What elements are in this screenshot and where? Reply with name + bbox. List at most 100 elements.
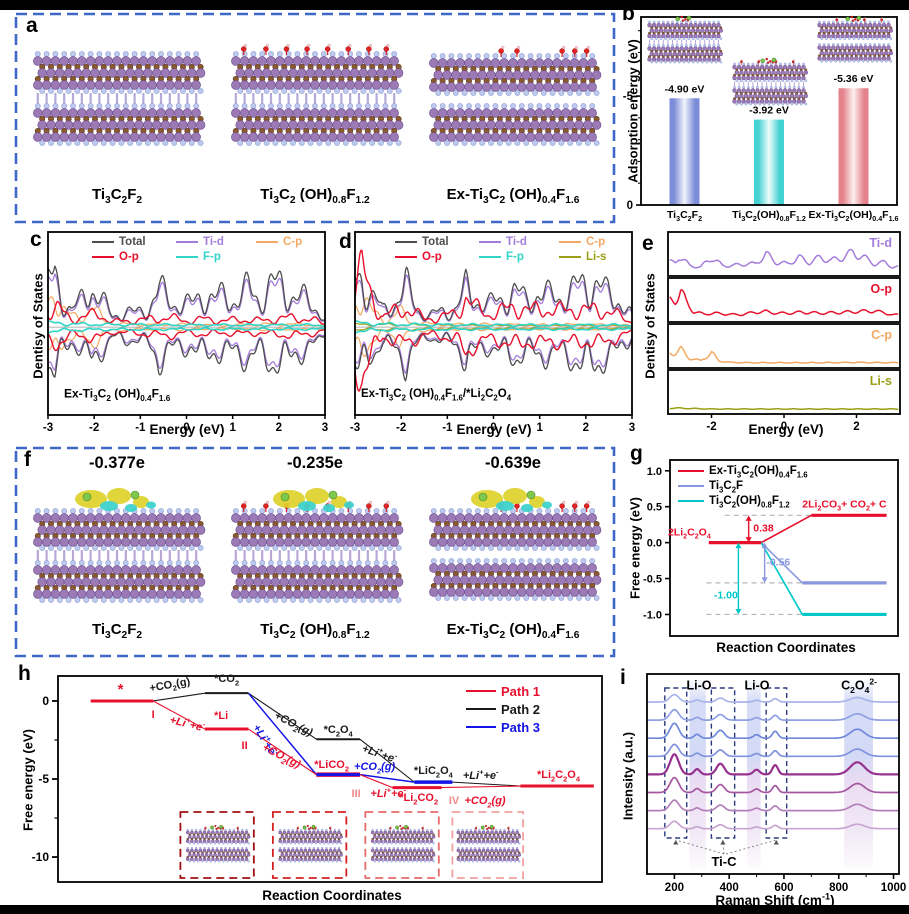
atom [257,537,267,547]
legend-label: Ti-d [203,235,224,248]
atom [818,43,821,46]
atom [430,508,437,514]
atom [358,68,369,78]
atom [393,68,404,78]
atom [231,80,241,90]
atom [61,51,68,57]
raman-spectrum-4 [647,743,899,758]
atom [279,525,289,535]
atom [803,70,809,75]
atom [778,88,783,93]
atom [773,88,779,93]
atom [442,525,452,535]
tick-label: -3 [43,422,53,434]
atom [72,120,83,130]
atom [290,857,295,861]
atom [678,60,681,64]
o-atom [862,18,866,22]
atom [716,33,721,39]
legend-line [678,469,704,472]
atom [658,51,664,57]
atom [337,846,341,850]
bar-value-label: -5.36 eV [834,73,874,85]
atom [310,537,320,547]
atom [512,575,523,585]
atom [455,563,465,573]
atom [439,508,446,514]
atom [733,86,736,89]
atom [417,830,421,835]
atom [222,860,225,863]
atom [160,68,171,78]
raman-band-label-ti-c: Ti-C [711,854,737,870]
atom [138,565,149,575]
atom [371,565,382,575]
atom [105,560,112,566]
atom [77,108,87,118]
atom [845,43,849,46]
atom [647,22,652,28]
atom [746,75,751,81]
atom [316,839,320,843]
atom [829,37,833,41]
atom [193,51,200,57]
legend-line [92,255,114,258]
atom [850,43,854,46]
atom [303,103,310,109]
atom [673,37,677,41]
pdos-orbital-label: O-p [870,282,892,296]
axis-frame [667,277,901,323]
atom [372,853,377,857]
atom [103,80,113,90]
atom [182,589,193,599]
atom [822,20,826,24]
legend-line [559,255,581,258]
atom [512,525,523,535]
atom [583,525,593,535]
atom [417,828,421,832]
o-atom [383,46,390,52]
atom [554,558,560,564]
legend-entry: Ti-d [479,234,559,249]
atom [336,80,347,90]
atom [475,835,480,839]
atom [310,132,320,142]
atom [400,857,404,861]
atom [211,848,215,853]
legend-entry: Path 2 [466,700,540,718]
atom [236,846,240,850]
atom [182,537,193,547]
tick-label: 0 [781,421,787,433]
atom [306,842,309,845]
charge-fig-ti3c2-oh-f: -0.235e Ti3C2 (OH)0.8F1.2 [220,454,410,641]
atom [278,857,283,861]
atom [236,848,240,853]
atom [41,565,52,575]
atom [863,33,868,39]
atom [549,140,556,146]
atom [230,835,234,839]
atom [129,537,140,547]
atom [191,56,201,66]
atom [363,132,373,142]
atom [395,140,402,146]
atom [782,88,788,93]
panel-e-letter: e [642,232,654,255]
atom [661,33,666,39]
atom [290,88,296,94]
atom [337,830,341,835]
atom [303,51,310,57]
atom [783,86,787,89]
atom [697,22,703,28]
atom [530,120,540,130]
atom [74,545,81,551]
atom [349,577,360,587]
atom [764,64,769,70]
atom [231,56,241,66]
atom [650,37,654,41]
panel-d: d -3 -2 -1 0 1 2 3 Total Ti-d C-p O-p F-p Li-s Ex-T… [337,226,640,440]
atom [484,860,487,863]
charge-fig-ex-ti3c2: -0.639e Ex-Ti3C2 (OH)0.4F1.6 [418,454,608,641]
atom [877,43,881,46]
atom [464,839,469,843]
